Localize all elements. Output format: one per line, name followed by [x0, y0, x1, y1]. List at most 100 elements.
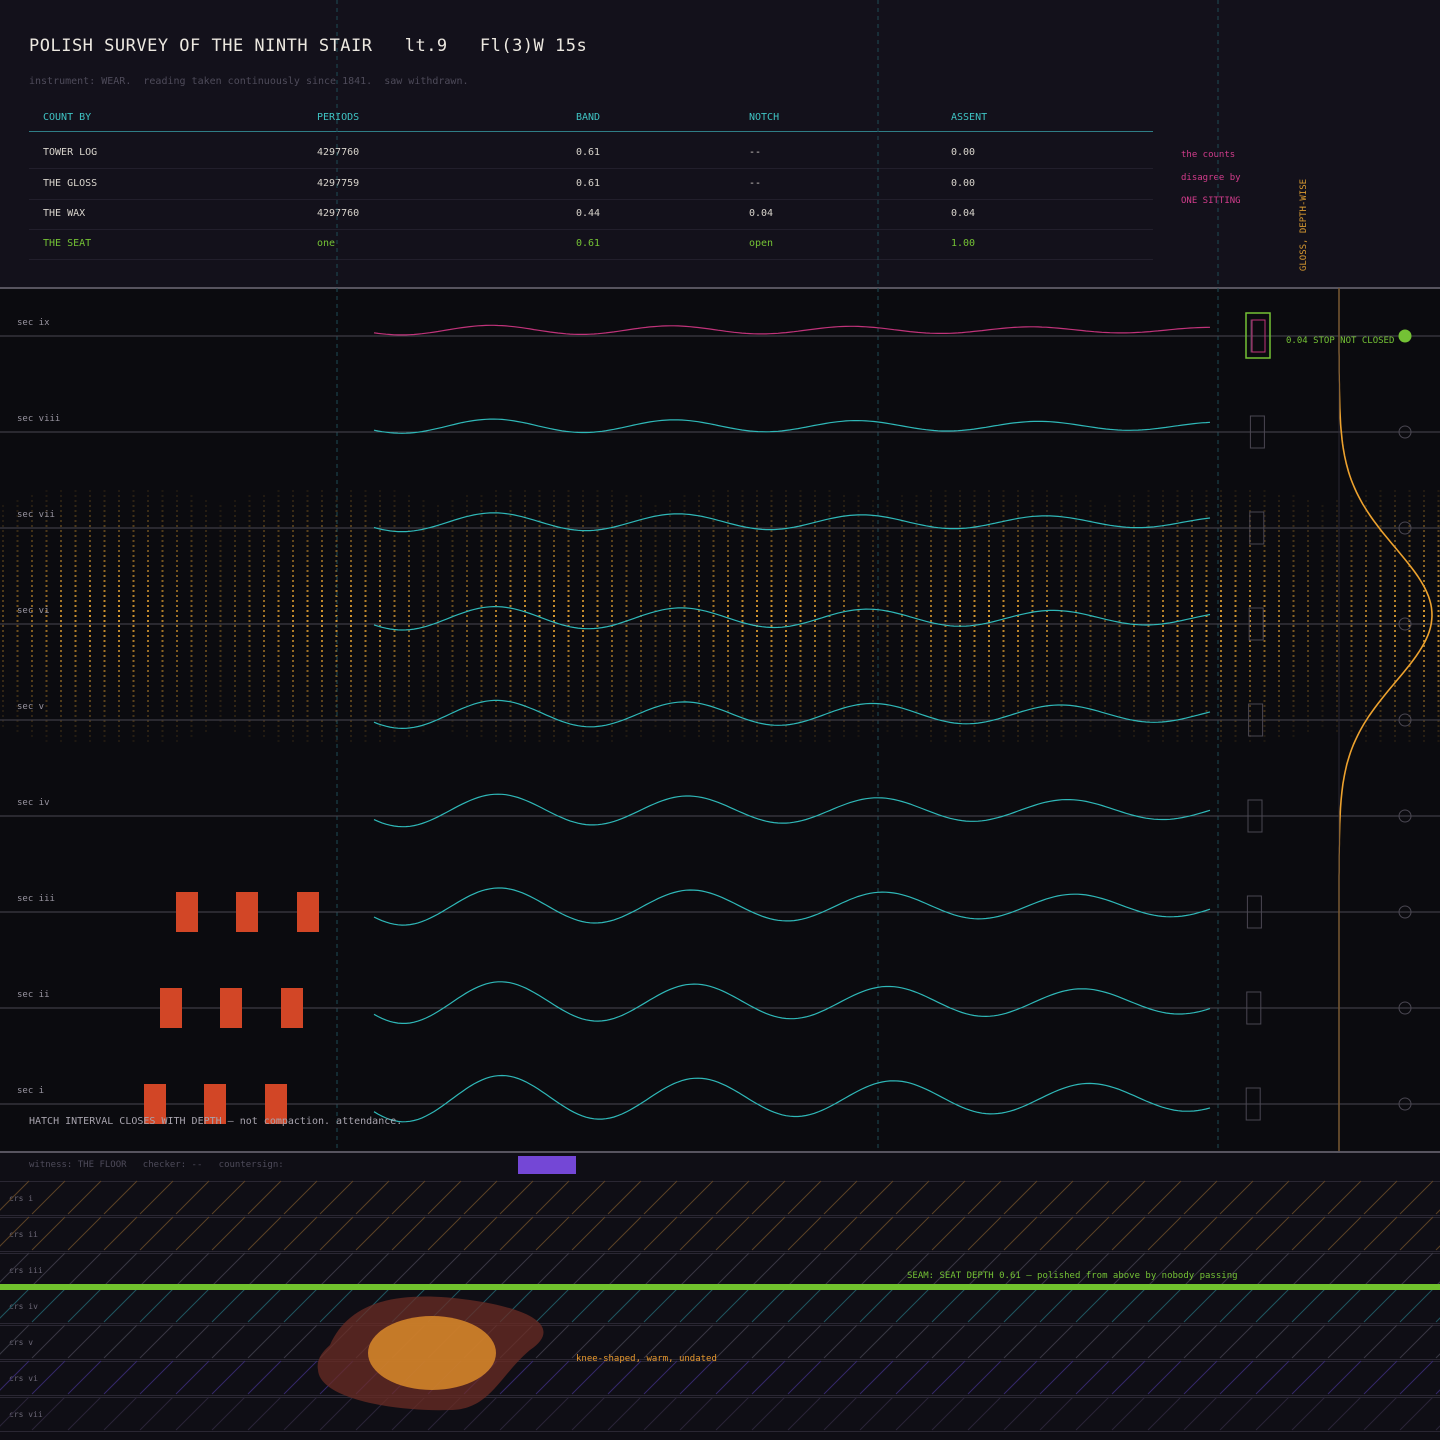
wear-dot: [654, 655, 657, 657]
wear-dot: [973, 700, 976, 702]
wear-dot: [263, 600, 265, 602]
wear-dot: [596, 655, 599, 657]
wear-dot: [277, 555, 280, 557]
wear-dot: [16, 635, 19, 637]
wear-dot: [727, 530, 729, 532]
wear-dot: [1292, 645, 1295, 647]
wear-dot: [60, 545, 62, 547]
wear-dot: [727, 700, 729, 702]
wear-dot: [538, 535, 541, 537]
wear-dot: [335, 500, 338, 502]
wear-dot: [1104, 515, 1106, 517]
wear-dot: [524, 685, 526, 687]
wear-dot: [1017, 610, 1019, 612]
wear-dot: [263, 655, 265, 657]
wear-dot: [205, 695, 207, 697]
wear-dot: [1133, 725, 1135, 727]
wear-dot: [103, 625, 106, 627]
wear-dot: [625, 610, 628, 612]
wear-dot: [248, 515, 251, 517]
wear-dot: [292, 665, 294, 667]
wear-dot: [973, 680, 976, 682]
wear-dot: [74, 730, 77, 732]
wear-dot: [915, 580, 918, 582]
wear-dot: [1321, 705, 1324, 707]
wear-dot: [1162, 570, 1164, 572]
wear-dot: [915, 685, 918, 687]
wear-dot: [524, 655, 526, 657]
wear-dot: [640, 730, 642, 732]
wear-dot: [1031, 545, 1034, 547]
wear-dot: [1336, 685, 1338, 687]
wear-dot: [277, 565, 280, 567]
wear-dot: [248, 570, 251, 572]
wear-dot: [756, 620, 758, 622]
wear-dot: [944, 670, 947, 672]
wear-dot: [1162, 520, 1164, 522]
wear-dot: [335, 725, 338, 727]
wear-dot: [828, 525, 831, 527]
wear-dot: [741, 495, 744, 497]
wear-dot: [930, 540, 932, 542]
wear-dot: [727, 690, 729, 692]
table-row[interactable]: TOWER LOG 4297760 0.61 -- 0.00: [29, 138, 1153, 169]
wear-dot: [1220, 615, 1222, 617]
wear-dot: [74, 665, 77, 667]
wear-dot: [292, 495, 294, 497]
wear-dot: [364, 575, 367, 577]
table-row-highlighted[interactable]: THE SEAT one 0.61 open 1.00: [29, 229, 1153, 260]
wear-dot: [712, 545, 715, 547]
wear-dot: [727, 595, 729, 597]
table-row[interactable]: THE GLOSS 4297759 0.61 -- 0.00: [29, 169, 1153, 200]
column-header-periods[interactable]: PERIODS: [317, 112, 360, 123]
column-header-band[interactable]: BAND: [576, 112, 601, 123]
wear-dot: [335, 540, 338, 542]
column-header-assent[interactable]: ASSENT: [951, 112, 988, 123]
wear-dot: [930, 590, 932, 592]
wear-dot: [132, 665, 135, 667]
wear-dot: [669, 510, 671, 512]
wear-dot: [1336, 570, 1338, 572]
wear-dot: [103, 565, 106, 567]
wear-dot: [1234, 695, 1237, 697]
wear-dot: [611, 720, 613, 722]
wear-dot: [683, 610, 686, 612]
wear-dot: [234, 595, 236, 597]
wear-dot: [393, 505, 396, 507]
wear-dot: [654, 660, 657, 662]
wear-dot: [393, 595, 396, 597]
wear-dot: [640, 565, 642, 567]
wear-dot: [248, 715, 251, 717]
wear-dot: [103, 715, 106, 717]
table-row[interactable]: THE WAX 4297760 0.44 0.04 0.04: [29, 199, 1153, 230]
wear-dot: [248, 700, 251, 702]
wear-dot: [1104, 675, 1106, 677]
wear-dot: [1118, 690, 1121, 692]
wear-dot: [132, 710, 135, 712]
wear-dot: [1234, 635, 1237, 637]
wear-dot: [1089, 575, 1092, 577]
wear-dot: [1060, 625, 1063, 627]
wear-dot: [16, 540, 19, 542]
wear-dot: [1191, 620, 1193, 622]
wear-dot: [495, 555, 497, 557]
wear-dot: [176, 715, 178, 717]
wear-dot: [132, 715, 135, 717]
wear-dot: [1205, 595, 1208, 597]
wear-dot: [683, 535, 686, 537]
wear-dot: [959, 670, 961, 672]
column-header-notch[interactable]: NOTCH: [749, 112, 780, 123]
wear-dot: [785, 625, 787, 627]
wear-dot: [930, 685, 932, 687]
wear-dot: [1394, 560, 1396, 562]
wear-dot: [1220, 595, 1222, 597]
wear-dot: [770, 525, 773, 527]
wear-dot: [988, 695, 990, 697]
wear-dot: [1379, 645, 1382, 647]
wear-dot: [234, 720, 236, 722]
wear-dot: [74, 620, 77, 622]
wear-dot: [1060, 530, 1063, 532]
wear-dot: [1075, 710, 1077, 712]
wear-dot: [1379, 505, 1382, 507]
column-header-count-by[interactable]: COUNT BY: [43, 112, 92, 123]
